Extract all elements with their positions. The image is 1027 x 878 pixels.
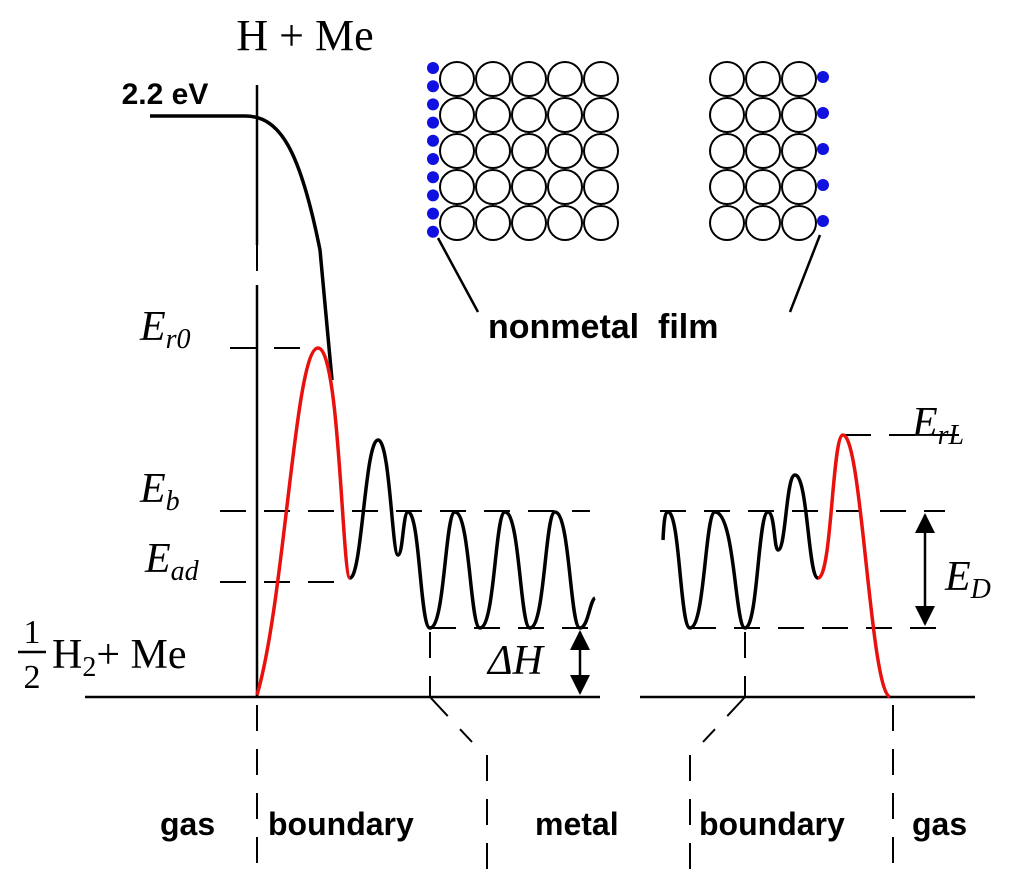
diagram: H + Me 2.2 eV Er0 Eb Ead ErL ED 1 2 H2+ …	[0, 0, 1027, 878]
level-label: ED	[944, 554, 991, 605]
adsorbate-atom	[817, 107, 829, 119]
level-label: Eb	[139, 466, 180, 517]
metal-atom	[512, 206, 546, 240]
region-label: boundary	[268, 806, 414, 842]
ground-label: 1 2 H2+ Me	[18, 614, 187, 696]
enthalpy-label: ΔH	[486, 638, 546, 684]
metal-atom	[440, 134, 474, 168]
level-label: ErL	[911, 400, 964, 451]
metal-atom	[782, 170, 816, 204]
metal-atom	[746, 134, 780, 168]
adsorbate-atom	[427, 208, 439, 220]
metal-atom	[710, 206, 744, 240]
metal-atom	[476, 134, 510, 168]
metal-atom	[440, 98, 474, 132]
metal-atom	[584, 62, 618, 96]
adsorbate-atom	[817, 215, 829, 227]
metal-atom	[584, 170, 618, 204]
adsorbate-atom	[817, 143, 829, 155]
metal-atom	[476, 206, 510, 240]
metal-atom	[548, 98, 582, 132]
metal-atom	[548, 170, 582, 204]
region-label: gas	[160, 806, 215, 842]
metal-atom	[512, 98, 546, 132]
metal-atom	[476, 170, 510, 204]
level-label: Er0	[139, 304, 191, 355]
adsorbate-atom	[427, 62, 439, 74]
numerator: 1	[24, 614, 41, 651]
region-label: gas	[912, 806, 967, 842]
metal-atom	[440, 170, 474, 204]
denominator: 2	[24, 659, 41, 696]
top-label: H + Me	[236, 11, 373, 60]
metal-atom	[440, 206, 474, 240]
metal-atom	[440, 62, 474, 96]
adsorbate-atom	[427, 80, 439, 92]
metal-atom	[746, 98, 780, 132]
formula: H2+ Me	[52, 632, 187, 683]
adsorbate-atom	[427, 189, 439, 201]
adsorbate-atom	[427, 171, 439, 183]
metal-atom	[782, 62, 816, 96]
energy-label: 2.2 eV	[122, 78, 209, 111]
adsorbate-atom	[427, 98, 439, 110]
adsorbate-atom	[817, 179, 829, 191]
adsorbate-atom	[427, 226, 439, 238]
metal-atom	[476, 62, 510, 96]
metal-atom	[512, 170, 546, 204]
metal-atom	[710, 170, 744, 204]
metal-atom	[584, 98, 618, 132]
film-label: nonmetal film	[488, 308, 718, 346]
region-label: boundary	[699, 806, 845, 842]
metal-atom	[746, 206, 780, 240]
adsorbate-atom	[817, 71, 829, 83]
metal-atom	[584, 206, 618, 240]
region-label: metal	[535, 806, 619, 842]
metal-atom	[548, 206, 582, 240]
metal-atom	[548, 134, 582, 168]
metal-atom	[782, 134, 816, 168]
adsorbate-atom	[427, 153, 439, 165]
potential-curves	[150, 116, 890, 697]
metal-atom	[746, 170, 780, 204]
metal-atom	[476, 98, 510, 132]
level-label: Ead	[144, 536, 200, 587]
metal-atom	[548, 62, 582, 96]
metal-atom	[710, 134, 744, 168]
metal-atom	[746, 62, 780, 96]
metal-atom	[512, 62, 546, 96]
metal-atom	[782, 206, 816, 240]
metal-atom	[710, 98, 744, 132]
atom-lattice	[427, 62, 829, 312]
adsorbate-atom	[427, 117, 439, 129]
adsorbate-atom	[427, 135, 439, 147]
metal-atom	[710, 62, 744, 96]
metal-atom	[782, 98, 816, 132]
metal-atom	[512, 134, 546, 168]
metal-atom	[584, 134, 618, 168]
